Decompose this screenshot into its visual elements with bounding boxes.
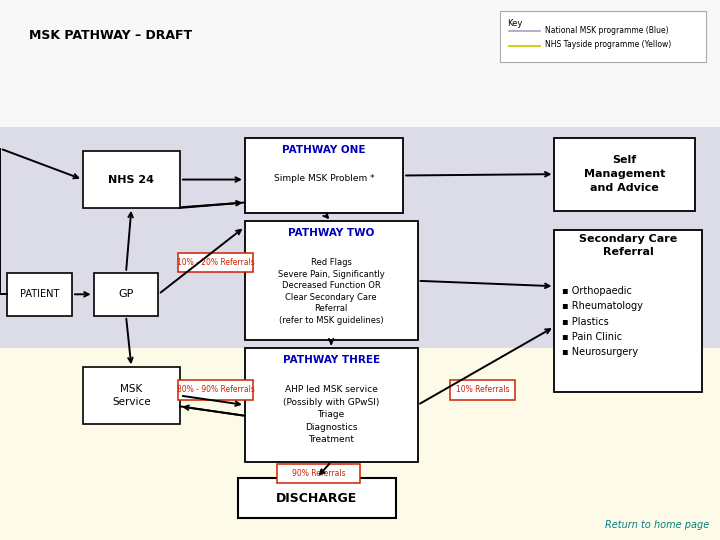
Text: PATHWAY TWO: PATHWAY TWO (288, 228, 374, 238)
Text: DISCHARGE: DISCHARGE (276, 491, 357, 505)
FancyBboxPatch shape (500, 11, 706, 62)
Text: ▪ Orthopaedic
▪ Rheumatology
▪ Plastics
▪ Pain Clinic
▪ Neurosurgery: ▪ Orthopaedic ▪ Rheumatology ▪ Plastics … (562, 286, 642, 357)
Text: MSK
Service: MSK Service (112, 384, 150, 407)
Text: 80% - 90% Referrals: 80% - 90% Referrals (176, 386, 255, 394)
FancyBboxPatch shape (245, 138, 403, 213)
FancyBboxPatch shape (94, 273, 158, 316)
FancyBboxPatch shape (0, 0, 720, 130)
Text: 90% Referrals: 90% Referrals (292, 469, 346, 478)
Text: National MSK programme (Blue): National MSK programme (Blue) (545, 26, 669, 35)
Text: PATHWAY THREE: PATHWAY THREE (283, 355, 379, 365)
Text: 10% - 20% Referrals: 10% - 20% Referrals (177, 258, 254, 267)
FancyBboxPatch shape (450, 380, 515, 400)
FancyBboxPatch shape (83, 367, 180, 424)
Text: 10% Referrals: 10% Referrals (456, 386, 509, 394)
FancyBboxPatch shape (277, 464, 360, 483)
Text: PATHWAY ONE: PATHWAY ONE (282, 145, 366, 154)
FancyBboxPatch shape (83, 151, 180, 208)
FancyBboxPatch shape (7, 273, 72, 316)
FancyBboxPatch shape (178, 380, 253, 400)
FancyBboxPatch shape (238, 478, 396, 518)
FancyBboxPatch shape (554, 230, 702, 392)
Text: Self
Management
and Advice: Self Management and Advice (584, 155, 665, 193)
FancyBboxPatch shape (0, 127, 720, 240)
Text: NHS Tayside programme (Yellow): NHS Tayside programme (Yellow) (545, 40, 671, 49)
FancyBboxPatch shape (0, 348, 720, 540)
Text: MSK PATHWAY – DRAFT: MSK PATHWAY – DRAFT (29, 29, 192, 42)
FancyBboxPatch shape (245, 221, 418, 340)
FancyBboxPatch shape (178, 253, 253, 272)
FancyBboxPatch shape (245, 348, 418, 462)
Text: NHS 24: NHS 24 (109, 174, 154, 185)
Text: Key: Key (508, 19, 523, 29)
FancyBboxPatch shape (554, 138, 695, 211)
Text: AHP led MSK service
(Possibly with GPwSI)
Triage
Diagnostics
Treatment: AHP led MSK service (Possibly with GPwSI… (283, 385, 379, 444)
Text: PATIENT: PATIENT (20, 289, 59, 299)
Text: Return to home page: Return to home page (605, 520, 709, 530)
Text: Simple MSK Problem *: Simple MSK Problem * (274, 174, 374, 183)
Text: Red Flags
Severe Pain, Significantly
Decreased Function OR
Clear Secondary Care
: Red Flags Severe Pain, Significantly Dec… (278, 259, 384, 325)
Text: GP: GP (118, 289, 134, 299)
Text: Secondary Care
Referral: Secondary Care Referral (579, 234, 678, 257)
FancyBboxPatch shape (0, 238, 720, 351)
